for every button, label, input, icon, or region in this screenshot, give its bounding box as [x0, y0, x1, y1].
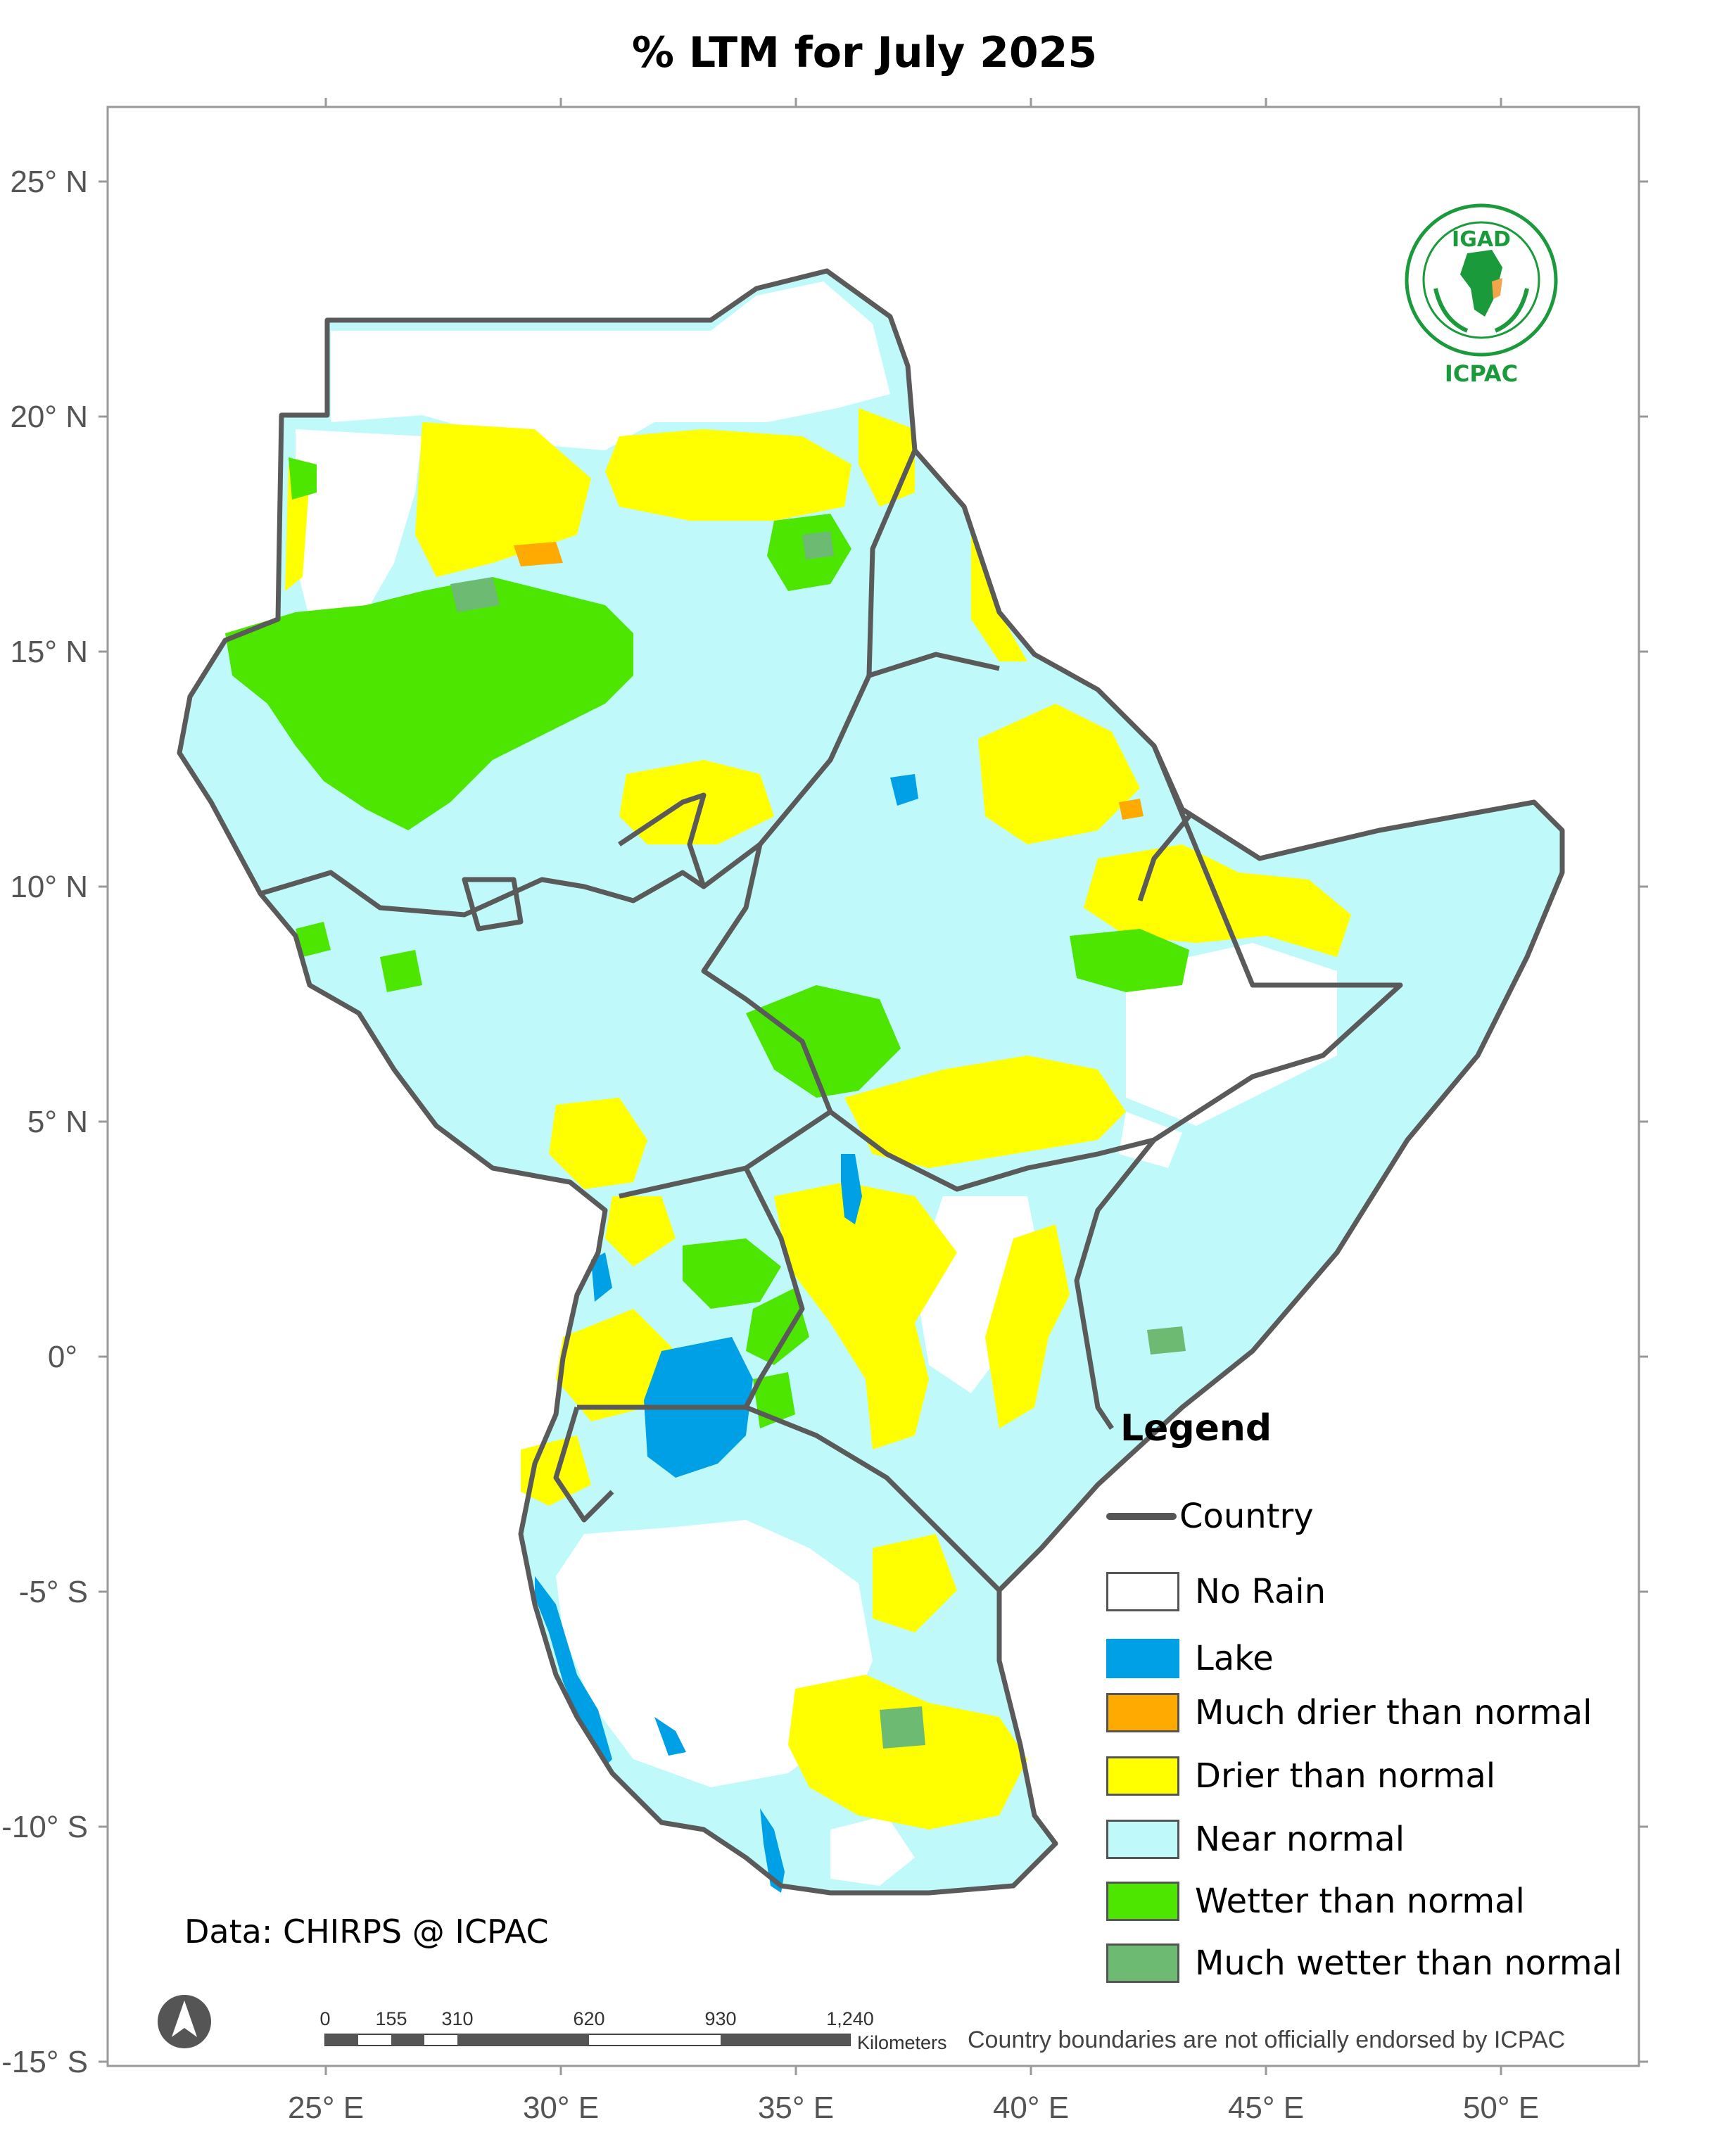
much-drier-areas [514, 542, 1144, 820]
legend-item-country: Country [1106, 1495, 1314, 1537]
legend-item: Lake [1106, 1637, 1274, 1680]
lon-label: 30° E [523, 2091, 599, 2125]
legend-label: Wetter than normal [1195, 1882, 1525, 1921]
legend-label: Country [1179, 1497, 1314, 1536]
lon-label: 35° E [758, 2091, 834, 2125]
lake-albert [591, 1253, 612, 1302]
legend-label: No Rain [1195, 1572, 1326, 1611]
legend-label: Lake [1195, 1639, 1274, 1678]
scale-unit: Kilometers [857, 2032, 947, 2053]
disclaimer: Country boundaries are not officially en… [968, 2027, 1566, 2053]
longitude-labels: 25° E 30° E 35° E 40° E 45° E 50° E [288, 2091, 1539, 2125]
lat-label: 10° N [10, 870, 88, 904]
lon-label: 50° E [1463, 2091, 1539, 2125]
country-borders [177, 268, 1565, 1896]
lat-label: 5° N [27, 1105, 88, 1139]
legend-swatch [1106, 1639, 1179, 1678]
lon-label: 40° E [993, 2091, 1069, 2125]
lake-tanganyika [535, 1576, 612, 1766]
legend-swatch [1106, 1572, 1179, 1611]
scale-bar: 0 155 310 620 930 1,240 Kilometers [319, 2008, 946, 2053]
legend-item: No Rain [1106, 1571, 1326, 1613]
scale-label: 0 [319, 2008, 330, 2029]
legend-swatch [1106, 1756, 1179, 1796]
legend-label: Much drier than normal [1195, 1693, 1592, 1732]
legend-label: Near normal [1195, 1820, 1405, 1859]
lat-label: -15° S [1, 2045, 88, 2079]
lat-label: 20° N [10, 400, 88, 434]
lakes [535, 774, 918, 1893]
logo-igad-text: IGAD [1452, 227, 1511, 252]
scale-label: 620 [573, 2008, 604, 2029]
scale-label: 930 [704, 2008, 736, 2029]
igad-icpac-logo: IGAD ICPAC [1405, 203, 1558, 387]
country-line-icon [1106, 1513, 1177, 1520]
legend-item: Drier than normal [1106, 1755, 1495, 1797]
scale-label: 310 [441, 2008, 473, 2029]
lake-turkana [841, 1154, 862, 1224]
axis-ticks [99, 98, 1648, 2075]
lon-label: 25° E [288, 2091, 364, 2125]
legend-item: Wetter than normal [1106, 1880, 1525, 1922]
lat-label: 25° N [10, 165, 88, 199]
scale-label: 1,240 [826, 2008, 874, 2029]
lake-tana [890, 774, 918, 806]
legend-swatch [1106, 1820, 1179, 1859]
legend-title: Legend [1120, 1407, 1272, 1450]
legend-item: Much wetter than normal [1106, 1942, 1622, 1984]
lat-label: -10° S [1, 1810, 88, 1844]
legend-item: Much drier than normal [1106, 1692, 1592, 1734]
legend-item: Near normal [1106, 1818, 1405, 1860]
much-wetter-areas [450, 531, 1186, 1749]
lake-malawi [760, 1808, 785, 1893]
map-title: % LTM for July 2025 [631, 28, 1098, 77]
latitude-labels: 25° N 20° N 15° N 10° N 5° N 0° -5° S -1… [1, 165, 88, 2079]
lake-rukwa [654, 1717, 686, 1756]
legend-label: Drier than normal [1195, 1756, 1496, 1796]
lat-label: 15° N [10, 635, 88, 669]
legend-label: Much wetter than normal [1195, 1943, 1623, 1983]
logo-icpac-text: ICPAC [1445, 360, 1518, 387]
lon-label: 45° E [1228, 2091, 1304, 2125]
lat-label: 0° [48, 1340, 77, 1374]
map-frame [106, 106, 1640, 2067]
lat-label: -5° S [19, 1575, 88, 1609]
legend-swatch [1106, 1943, 1179, 1983]
data-credit: Data: CHIRPS @ ICPAC [184, 1913, 549, 1951]
legend-swatch [1106, 1693, 1179, 1732]
north-arrow-icon [158, 1995, 211, 2048]
scale-label: 155 [375, 2008, 407, 2029]
legend-swatch [1106, 1882, 1179, 1921]
